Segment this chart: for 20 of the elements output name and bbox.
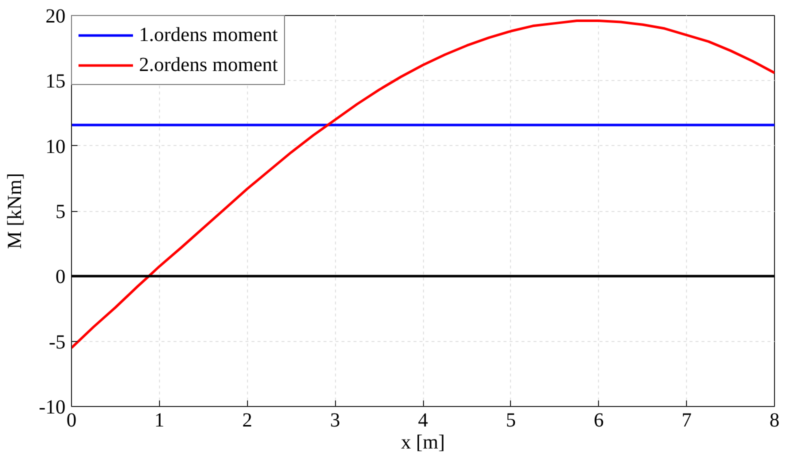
x-tick-label: 8 [770,410,780,432]
x-tick-label: 3 [330,410,340,432]
y-tick-label: -5 [48,331,66,354]
y-axis-title: M [kNm] [4,172,26,250]
y-tick-label: 10 [46,136,66,158]
y-tick-label: -10 [38,396,66,418]
x-tick-label: 5 [506,410,516,432]
x-tick-label: 2 [242,410,252,432]
y-tick-label: 20 [46,6,66,28]
x-tick-label: 4 [418,410,428,432]
legend-label: 2.ordens moment [139,52,278,78]
y-tick-label: 0 [56,266,66,288]
y-tick-label: 15 [46,70,66,93]
x-tick-label: 7 [682,410,692,432]
x-tick-label: 1 [154,410,164,432]
legend-label: 1.ordens moment [139,22,278,48]
x-tick-label: 6 [594,410,604,432]
line-series [72,19,774,350]
y-tick-label: 5 [56,201,66,223]
x-axis-title: x [m] [401,432,445,454]
